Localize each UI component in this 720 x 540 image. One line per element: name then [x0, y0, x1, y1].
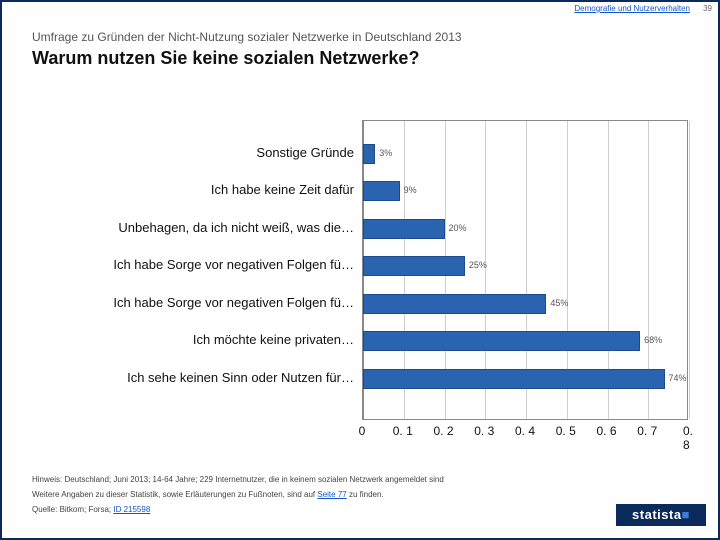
logo-dot-icon: ■ — [682, 507, 690, 522]
chart-x-tick: 0. 5 — [556, 424, 576, 438]
chart-x-tick: 0. 2 — [433, 424, 453, 438]
chart-y-label: Sonstige Gründe — [34, 139, 354, 167]
chart-gridline — [689, 121, 690, 419]
chart-value-label: 45% — [550, 298, 568, 308]
slide-title: Warum nutzen Sie keine sozialen Netzwerk… — [32, 48, 419, 69]
chart-x-tick: 0. 7 — [637, 424, 657, 438]
footer-more: Weitere Angaben zu dieser Statistik, sow… — [32, 490, 688, 499]
chart-value-label: 20% — [449, 223, 467, 233]
chart-bar — [363, 144, 375, 164]
chart-y-label: Ich habe Sorge vor negativen Folgen fü… — [34, 289, 354, 317]
chart-value-label: 25% — [469, 260, 487, 270]
chart-y-label: Ich sehe keinen Sinn oder Nutzen für… — [34, 364, 354, 392]
chart-bar-row: 68% — [363, 327, 689, 355]
chart-bar — [363, 181, 400, 201]
statista-logo: statista■ — [616, 504, 706, 526]
chart-x-axis: 00. 10. 20. 30. 40. 50. 60. 70. 8 — [362, 420, 688, 440]
page-number: 39 — [703, 4, 712, 13]
chart-x-tick: 0. 6 — [596, 424, 616, 438]
chart-bar-row: 74% — [363, 365, 689, 393]
footer-hint: Hinweis: Deutschland; Juni 2013; 14-64 J… — [32, 475, 688, 484]
footer-source-link[interactable]: ID 215598 — [113, 505, 150, 514]
chart-bar-row: 45% — [363, 290, 689, 318]
footer-source-prefix: Quelle: Bitkom; Forsa; — [32, 505, 113, 514]
chart-x-tick: 0. 8 — [683, 424, 693, 452]
chart-y-label: Ich möchte keine privaten… — [34, 326, 354, 354]
footer: Hinweis: Deutschland; Juni 2013; 14-64 J… — [32, 475, 688, 520]
chart-x-tick: 0 — [359, 424, 366, 438]
chart-bar — [363, 369, 665, 389]
logo-text: statista — [632, 507, 682, 522]
chart-value-label: 68% — [644, 335, 662, 345]
chart-value-label: 9% — [404, 185, 417, 195]
chart-bar-row: 20% — [363, 215, 689, 243]
chart-x-tick: 0. 1 — [393, 424, 413, 438]
chart-bar — [363, 294, 546, 314]
chart-y-label: Ich habe Sorge vor negativen Folgen fü… — [34, 251, 354, 279]
chart-bar — [363, 256, 465, 276]
top-nav-link[interactable]: Demografie und Nutzerverhalten — [574, 4, 690, 13]
chart-bar-row: 9% — [363, 177, 689, 205]
chart-value-label: 74% — [669, 373, 687, 383]
footer-more-link[interactable]: Seite 77 — [317, 490, 346, 499]
chart-x-tick: 0. 4 — [515, 424, 535, 438]
chart-bar — [363, 219, 445, 239]
chart-bar-row: 3% — [363, 140, 689, 168]
chart-bar — [363, 331, 640, 351]
footer-more-prefix: Weitere Angaben zu dieser Statistik, sow… — [32, 490, 317, 499]
chart-bar-row: 25% — [363, 252, 689, 280]
chart-value-label: 3% — [379, 148, 392, 158]
slide-subtitle: Umfrage zu Gründen der Nicht-Nutzung soz… — [32, 30, 462, 44]
chart-y-label: Ich habe keine Zeit dafür — [34, 176, 354, 204]
bar-chart: 3% 9% 20% 25% 45% 68% 74% 0 0. 1 0. 2 0. 3 0. 4 0. … — [32, 120, 688, 450]
chart-y-label: Unbehagen, da ich nicht weiß, was die… — [34, 214, 354, 242]
footer-source: Quelle: Bitkom; Forsa; ID 215598 — [32, 505, 688, 514]
footer-more-suffix: zu finden. — [347, 490, 384, 499]
chart-plot-area: 3% 9% 20% 25% 45% 68% 74% — [362, 120, 688, 420]
chart-x-tick: 0. 3 — [474, 424, 494, 438]
